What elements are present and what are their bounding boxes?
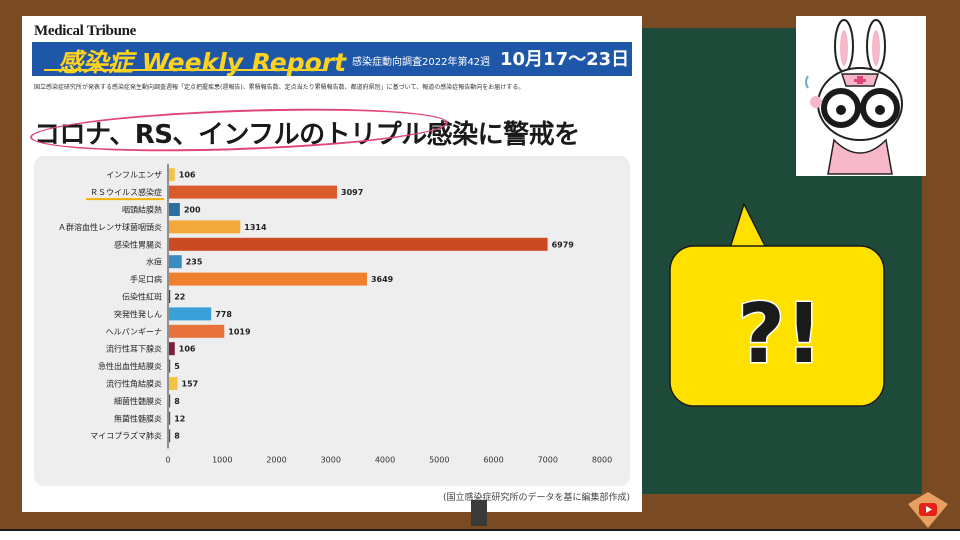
x-tick-label: 3000 — [321, 455, 341, 464]
x-tick-label: 5000 — [429, 455, 449, 464]
value-label: 157 — [182, 380, 199, 389]
category-label: 伝染性紅斑 — [122, 292, 162, 302]
bar — [169, 185, 338, 199]
category-label: 感染性胃腸炎 — [114, 239, 162, 249]
nurse-rabbit-with-glasses-icon — [805, 19, 903, 175]
x-tick-label: 4000 — [375, 455, 395, 464]
report-banner: 感染症 Weekly Report 感染症動向調査2022年第42週 10月17… — [32, 42, 632, 77]
bar — [169, 203, 180, 216]
category-label: 水痘 — [146, 257, 162, 267]
banner-title: 感染症 Weekly Report — [58, 48, 347, 77]
value-label: 106 — [179, 171, 196, 180]
bar — [169, 429, 171, 443]
category-label: インフルエンザ — [106, 171, 162, 180]
value-label: 200 — [184, 206, 201, 215]
category-label: マイコプラズマ肺炎 — [90, 431, 162, 441]
banner-date: 10月17〜23日 — [500, 49, 630, 70]
value-label: 3649 — [371, 275, 394, 284]
value-label: 6979 — [552, 240, 575, 249]
chart-panel: インフルエンザ 106 ＲＳウイルス感染症 3097 咽頭結膜熱 200 Ａ群溶血性レンサ球… — [34, 156, 630, 486]
x-tick-label: 7000 — [538, 455, 558, 464]
x-tick-label: 1000 — [212, 455, 232, 464]
value-label: 3097 — [341, 188, 363, 197]
report-slide: Medical Tribune 感染症 Weekly Report 感染症動向調… — [22, 16, 642, 512]
x-tick-label: 0 — [165, 455, 170, 464]
bar — [169, 307, 212, 321]
value-label: 8 — [174, 432, 180, 441]
value-label: 235 — [186, 258, 203, 267]
value-label: 22 — [174, 293, 185, 302]
center-marker — [471, 500, 487, 526]
headline: コロナ、RS、インフルのトリプル感染に警戒を — [34, 120, 580, 150]
bar — [169, 359, 171, 373]
bottom-divider — [0, 529, 960, 531]
bar — [169, 324, 225, 338]
category-label: 突発性発しん — [114, 309, 162, 319]
report-description: 国立感染症研究所が発表する感染症発生動向調査週報「定点把握疾患(週報告)、累積報… — [34, 84, 525, 91]
category-label: 手足口病 — [130, 274, 162, 284]
value-label: 5 — [174, 362, 180, 371]
bar — [169, 237, 548, 251]
category-label: 細菌性髄膜炎 — [114, 396, 162, 406]
value-label: 106 — [179, 345, 196, 354]
source-note: (国立感染症研究所のデータを基に編集部作成) — [442, 493, 630, 503]
bar — [169, 220, 241, 234]
value-label: 12 — [174, 414, 185, 423]
x-tick-label: 8000 — [592, 455, 612, 464]
x-tick-label: 6000 — [483, 455, 503, 464]
bar — [169, 394, 171, 408]
banner-underline — [44, 69, 324, 71]
bar — [169, 168, 175, 182]
bar — [169, 377, 178, 390]
speech-bubble-text: ?! — [738, 287, 823, 382]
bar — [169, 342, 175, 356]
value-label: 8 — [174, 397, 180, 406]
category-label: 無菌性髄膜炎 — [114, 413, 162, 423]
value-label: 778 — [215, 310, 232, 319]
category-label: 流行性角結膜炎 — [106, 379, 162, 389]
category-label: ＲＳウイルス感染症 — [90, 187, 162, 197]
masthead: Medical Tribune — [34, 23, 137, 39]
category-label: 流行性耳下腺炎 — [106, 344, 162, 354]
bar — [169, 255, 182, 269]
speech-bubble: ?! — [669, 202, 885, 407]
category-label: 咽頭結膜熱 — [122, 205, 162, 215]
value-label: 1314 — [244, 223, 267, 232]
category-label: 急性出血性結膜炎 — [98, 361, 162, 371]
banner-subtitle: 感染症動向調査2022年第42週 — [352, 57, 491, 68]
bar — [169, 272, 367, 286]
mascot-card — [796, 16, 926, 176]
category-label: Ａ群溶血性レンサ球菌咽頭炎 — [58, 222, 162, 232]
value-label: 1019 — [228, 327, 251, 336]
bar-chart: インフルエンザ 106 ＲＳウイルス感染症 3097 咽頭結膜熱 200 Ａ群溶血性レンサ球… — [58, 164, 612, 464]
youtube-badge-icon[interactable] — [906, 490, 950, 530]
x-tick-label: 2000 — [266, 455, 286, 464]
bar — [169, 290, 171, 303]
bar — [169, 411, 171, 425]
category-label: ヘルパンギーナ — [106, 327, 162, 336]
